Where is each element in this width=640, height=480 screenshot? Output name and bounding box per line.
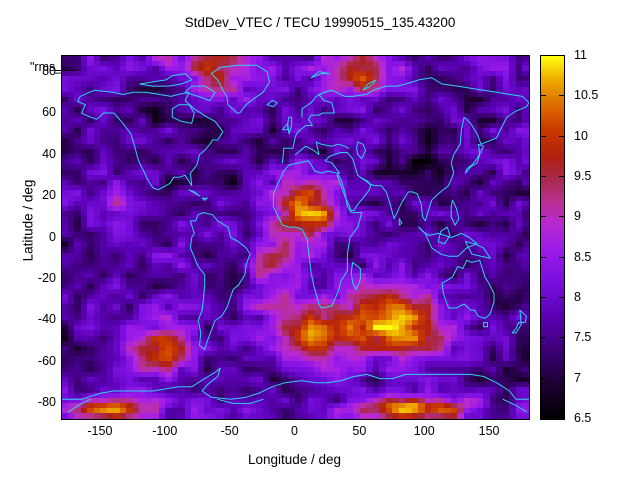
vtec-stddev-heatmap: [62, 56, 529, 419]
colorbar-tick-label: 11: [574, 48, 587, 62]
colorbar-tick-label: 10: [574, 128, 588, 143]
x-tick-label: 0: [291, 424, 298, 438]
colorbar-tick-label: 8.5: [574, 249, 592, 264]
y-tick-label: 80: [42, 63, 56, 78]
colorbar-tick-mark: [540, 176, 546, 177]
y-tick-label: 20: [42, 188, 56, 202]
colorbar-gradient: [541, 56, 564, 419]
y-tick-label: -40: [37, 312, 56, 327]
x-tick-label: -150: [87, 424, 113, 438]
colorbar-tick-label: 10.5: [574, 88, 599, 103]
map-plot-area: [61, 55, 530, 420]
y-tick-label: 0: [49, 229, 56, 244]
colorbar-tick-label: 7: [574, 370, 581, 385]
colorbar-tick-mark: [540, 135, 546, 137]
x-tick-label: -100: [152, 424, 178, 438]
y-axis-ticks: 80 60 40 20 0 -20 -40 -60 -80: [0, 55, 56, 418]
x-tick-label: 100: [413, 424, 435, 438]
y-axis-label: Latitude / deg: [20, 179, 36, 262]
x-axis-label: Longitude / deg: [247, 452, 342, 467]
y-tick-label: -60: [37, 353, 56, 368]
colorbar-tick-mark: [540, 377, 546, 379]
colorbar-tick-label: 9: [574, 209, 581, 224]
y-tick-label: 40: [42, 146, 56, 161]
y-tick-label: -20: [37, 270, 56, 285]
stray-key-line: [55, 70, 77, 71]
colorbar-tick-mark: [559, 256, 565, 258]
stray-key-label: "rms_: [30, 60, 63, 74]
page-title: StdDev_VTEC / TECU 19990515_135.43200: [184, 15, 456, 30]
colorbar-tick-mark: [559, 135, 565, 137]
colorbar-tick-label: 7.5: [574, 330, 592, 345]
x-axis-ticks: -150 -100 -50 0 50 100 150: [61, 424, 528, 444]
colorbar-tick-mark: [540, 95, 546, 97]
colorbar-tick-label: 8: [574, 290, 581, 304]
colorbar-tick-mark: [559, 176, 565, 177]
y-tick-label: 60: [42, 105, 56, 120]
colorbar: [540, 55, 565, 420]
colorbar-ticks: 11 10.5 10 9.5 9 8.5 8 7.5 7 6.5: [540, 48, 630, 425]
colorbar-tick-label: 6.5: [574, 411, 592, 425]
colorbar-tick-label: 9.5: [574, 169, 592, 183]
colorbar-tick-mark: [540, 297, 546, 298]
colorbar-tick-mark: [559, 337, 565, 339]
colorbar-tick-mark: [540, 216, 546, 218]
x-tick-label: -50: [220, 424, 239, 438]
colorbar-tick-mark: [540, 337, 546, 339]
y-tick-label: -80: [37, 395, 56, 410]
colorbar-tick-mark: [559, 297, 565, 298]
x-tick-label: 150: [478, 424, 500, 438]
colorbar-tick-mark: [559, 95, 565, 97]
colorbar-tick-mark: [540, 256, 546, 258]
x-tick-label: 50: [352, 424, 367, 438]
colorbar-tick-mark: [559, 216, 565, 218]
colorbar-tick-mark: [559, 377, 565, 379]
